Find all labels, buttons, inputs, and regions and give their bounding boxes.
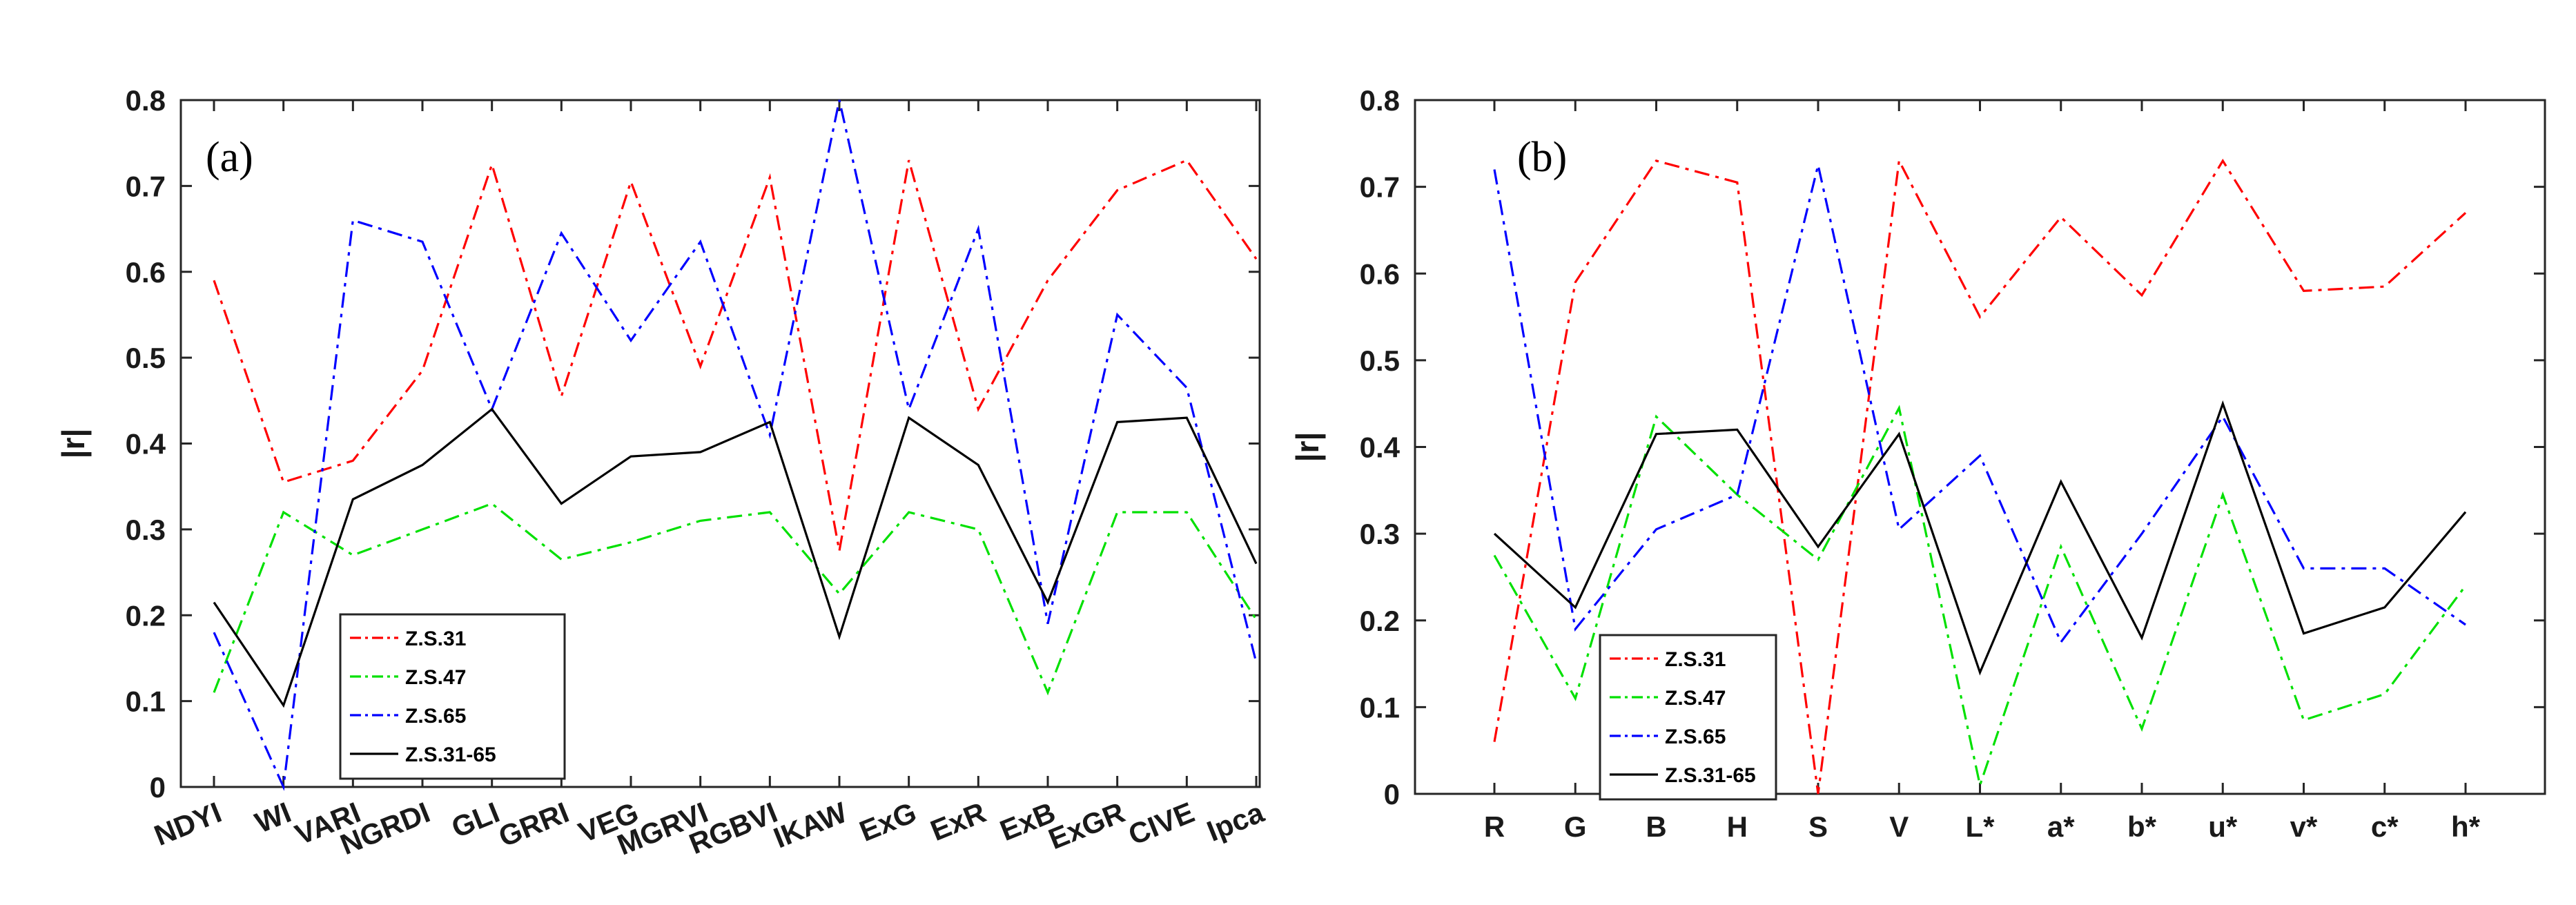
x-tick-label-b: B (1646, 810, 1666, 843)
x-tick-label-b: H (1727, 810, 1748, 843)
x-tick-label-b: S (1808, 810, 1828, 843)
y-tick-label-a: 0.5 (126, 342, 166, 374)
x-tick-label-b: b* (2127, 810, 2157, 843)
x-tick-label-a: NDYI (150, 796, 226, 852)
y-tick-label-a: 0.1 (126, 685, 166, 718)
x-tick-label-b: V (1889, 810, 1909, 843)
y-tick-label-b: 0.6 (1360, 257, 1400, 290)
y-tick-label-a: 0.7 (126, 170, 166, 202)
legend-label-a: Z.S.31-65 (405, 743, 496, 766)
x-tick-label-a: GRRI (494, 796, 574, 853)
series-line-z-s-47-a (213, 502, 1258, 696)
y-tick-label-a: 0 (150, 771, 166, 804)
y-tick-label-b: 0.2 (1360, 605, 1400, 637)
y-tick-label-b: 0.7 (1360, 171, 1400, 204)
x-tick-label-b: v* (2290, 810, 2318, 843)
x-tick-label-a: ExGR (1044, 796, 1129, 855)
panel-b-chart: 0 0.1 0.2 0.3 0.4 0.5 0.6 0.7 0.8 R G B H S V L* a* b* u* v… (1289, 84, 2546, 843)
legend-a: Z.S.31 Z.S.47 Z.S.65 Z.S.31-65 (339, 613, 566, 780)
legend-label-b: Z.S.47 (1665, 687, 1726, 710)
x-tick-label-b: c* (2371, 810, 2399, 843)
x-tick-label-a: ExG (855, 796, 921, 848)
x-tick-label-b: R (1484, 810, 1505, 843)
y-tick-label-b: 0.3 (1360, 518, 1400, 550)
series-line-z-s-31-a (213, 159, 1258, 552)
x-tick-label-a: IKAW (769, 796, 852, 855)
series-line-z-s-65-b (1493, 164, 2466, 645)
legend-box-a (339, 613, 566, 780)
legend-box-b (1599, 634, 1777, 801)
y-tick-label-a: 0.4 (126, 428, 166, 460)
legend-label-b: Z.S.31 (1665, 648, 1726, 671)
y-tick-label-b: 0.8 (1360, 84, 1400, 117)
y-axis-label-b: |r| (1289, 432, 1325, 463)
series-line-z-s-31-b (1493, 157, 2467, 795)
y-tick-label-a: 0.6 (126, 256, 166, 289)
y-tick-label-b: 0.5 (1360, 344, 1400, 377)
series-line-z-s-47-b (1493, 405, 2467, 790)
x-tick-label-a: CIVE (1124, 796, 1198, 851)
series-line-z-s-65-a (213, 99, 1258, 791)
legend-label-b: Z.S.65 (1665, 726, 1726, 748)
x-tick-label-b: G (1564, 810, 1587, 843)
y-axis-label-a: |r| (55, 429, 91, 459)
y-tick-label-b: 0 (1384, 778, 1400, 810)
y-tick-label-b: 0.1 (1360, 691, 1400, 723)
legend-label-a: Z.S.47 (405, 666, 466, 689)
panel-label-b: (b) (1517, 134, 1567, 181)
legend-label-b: Z.S.31-65 (1665, 764, 1756, 787)
x-tick-label-b: a* (2047, 810, 2075, 843)
x-tick-label-a: GLI (447, 796, 505, 844)
series-line-z-s-31-65-a (213, 407, 1258, 708)
legend-label-a: Z.S.31 (405, 627, 466, 650)
x-tick-label-b: L* (1966, 810, 1996, 843)
x-tick-label-a: WI (251, 796, 295, 839)
x-tick-label-a: Ipca (1202, 796, 1269, 848)
plot-frame-b (1414, 99, 2546, 795)
y-tick-label-b: 0.4 (1360, 431, 1401, 464)
x-tick-label-a: ExR (926, 796, 990, 847)
y-tick-label-a: 0.2 (126, 599, 166, 632)
x-tick-label-b: h* (2451, 810, 2481, 843)
legend-b: Z.S.31 Z.S.47 Z.S.65 Z.S.31-65 (1599, 634, 1777, 801)
y-tick-label-a: 0.8 (126, 84, 166, 117)
legend-label-a: Z.S.65 (405, 705, 466, 728)
x-tick-label-b: u* (2208, 810, 2238, 843)
series-line-z-s-31-65-b (1493, 400, 2467, 676)
y-tick-label-a: 0.3 (126, 514, 166, 546)
panel-label-a: (a) (206, 134, 253, 181)
